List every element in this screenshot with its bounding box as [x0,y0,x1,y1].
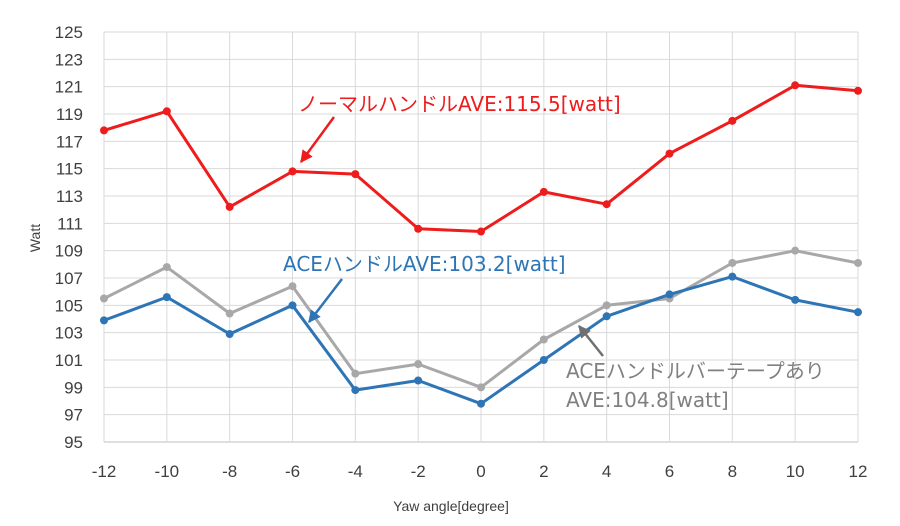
y-tick-label: 95 [64,433,83,452]
y-tick-label: 109 [55,242,83,261]
data-point-2 [162,293,171,302]
x-tick-label: -2 [411,462,426,481]
y-tick-label: 121 [55,78,83,97]
y-tick-label: 99 [64,378,83,397]
y-tick-label: 101 [55,351,83,370]
annotation-normal-arrow [299,116,336,164]
x-tick-label: 8 [728,462,737,481]
y-tick-label: 107 [55,269,83,288]
series-layer [100,81,862,408]
data-point-1 [351,369,360,378]
data-point-1 [728,258,737,267]
data-point-0 [728,116,737,125]
data-point-0 [791,81,800,90]
x-tick-label: -6 [285,462,300,481]
y-tick-label: 125 [55,23,83,42]
data-point-0 [414,224,423,233]
data-point-1 [414,360,423,369]
data-point-1 [602,301,611,310]
data-point-0 [665,149,674,158]
x-tick-label: -12 [92,462,117,481]
data-point-0 [854,86,862,95]
data-point-2 [414,376,423,385]
y-tick-label: 105 [55,296,83,315]
data-point-1 [539,335,548,344]
x-axis-label: Yaw angle[degree] [393,498,509,514]
data-point-1 [791,246,800,255]
data-point-2 [602,312,611,321]
data-point-1 [225,309,234,318]
annotation-normal-handle: ノーマルハンドルAVE:115.5[watt] [298,92,621,116]
x-tick-label: -10 [155,462,180,481]
data-point-2 [351,386,360,395]
data-point-1 [854,258,862,267]
data-point-2 [854,308,862,317]
gridlines [103,31,859,443]
y-tick-label: 115 [56,160,83,179]
data-point-2 [665,290,674,299]
data-point-0 [162,107,171,116]
data-point-0 [539,187,548,196]
x-tick-label: 2 [539,462,548,481]
x-tick-label: -4 [348,462,363,481]
y-tick-label: 97 [64,406,83,425]
data-point-1 [477,383,485,392]
x-tick-label: 12 [849,462,868,481]
y-tick-label: 113 [56,187,83,206]
x-tick-label: 4 [602,462,611,481]
y-tick-label: 117 [56,132,83,151]
annotation-ace-arrow [308,278,343,323]
x-axis-ticks: -12 -10 -8 -6 -4 -2 0 2 4 6 8 10 12 [92,462,868,481]
data-point-0 [288,167,297,176]
data-point-2 [288,301,297,310]
y-tick-label: 123 [55,50,83,69]
x-tick-label: 10 [786,462,805,481]
data-point-0 [602,200,611,209]
y-tick-label: 119 [56,105,83,124]
annotation-ace-tape-arrow [578,325,604,357]
data-point-1 [288,282,297,291]
x-tick-label: -8 [222,462,237,481]
data-point-0 [477,227,485,236]
data-point-2 [539,356,548,364]
data-point-1 [162,263,171,272]
data-point-2 [477,399,485,408]
annotation-ace-tape-line1: ACEハンドルバーテープあり [566,359,825,383]
annotation-ace-handle: ACEハンドルAVE:103.2[watt] [283,252,566,276]
data-point-2 [728,272,737,281]
annotation-ace-tape-line2: AVE:104.8[watt] [566,388,729,412]
data-point-2 [225,330,234,339]
x-tick-label: 6 [665,462,674,481]
x-tick-label: 0 [476,462,485,481]
data-point-0 [351,170,360,179]
data-point-0 [100,126,108,135]
y-axis-label: Watt [27,224,43,252]
data-point-2 [100,316,108,325]
data-point-2 [791,295,800,304]
y-axis-ticks: 95 97 99 101 103 105 107 109 111 113 115 117 119 121 1… [55,23,83,452]
data-point-1 [100,294,108,303]
y-tick-label: 103 [55,324,83,343]
y-tick-label: 111 [57,214,83,233]
data-point-0 [225,202,234,211]
